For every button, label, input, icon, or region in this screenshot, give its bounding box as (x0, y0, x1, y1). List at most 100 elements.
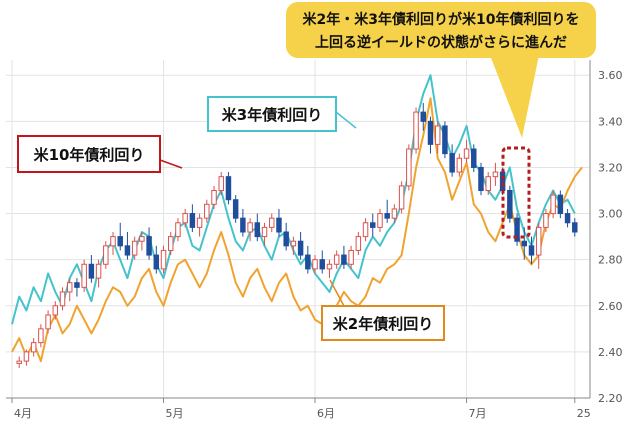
candle (557, 190, 564, 219)
candle-body (153, 254, 160, 270)
y-tick-label: 3.20 (598, 161, 623, 174)
candle-body (406, 148, 412, 187)
candle (521, 227, 528, 260)
candle (442, 121, 448, 159)
callout-top: 米2年・米3年債利回りが米10年債利回りを 上回る逆イールドの状態がさらに進んだ (286, 2, 596, 138)
candle (276, 208, 282, 237)
candle-body (442, 125, 448, 155)
candle (535, 222, 542, 269)
candlestick-series-10y (16, 102, 578, 369)
y-tick-label: 3.00 (598, 208, 623, 221)
candle (153, 245, 160, 274)
candle-body (66, 282, 73, 293)
candle-body (362, 222, 369, 238)
candle-body (377, 213, 383, 228)
candle-body (398, 185, 405, 210)
label-box-3y (207, 96, 337, 132)
candle-body (507, 190, 513, 219)
candle-body (326, 263, 333, 270)
candle (413, 107, 419, 154)
candle-body (59, 291, 66, 307)
leader-line-2y (329, 279, 345, 307)
candle (88, 255, 95, 283)
candle-body (81, 263, 87, 288)
y-axis: 3.60 3.40 3.20 3.00 2.80 2.60 2.40 2.20 (589, 60, 623, 405)
candle-body (204, 203, 210, 219)
x-tick-label: 6月 (317, 407, 335, 420)
candle (124, 232, 131, 260)
candle (196, 213, 203, 237)
candle (23, 349, 30, 366)
candle (218, 172, 224, 196)
y-tick-label: 2.80 (598, 254, 623, 267)
candle-body (456, 157, 463, 173)
candle (95, 259, 102, 288)
candle-body (45, 314, 51, 330)
candle (232, 195, 239, 223)
candle-body (160, 249, 167, 270)
candle-body (211, 190, 217, 205)
candle-body (38, 328, 44, 344)
candle-body (261, 226, 268, 238)
candle-body (88, 263, 95, 279)
label-10y: 米10年債利回り (17, 135, 183, 173)
label-text-2y: 米2年債利回り (333, 315, 433, 333)
candle (182, 208, 188, 228)
candle (463, 139, 470, 163)
x-tick-label: 25 (577, 407, 591, 420)
candle-body (290, 240, 297, 247)
series-line-2y (11, 97, 583, 363)
candle (326, 259, 333, 279)
label-3y: 米3年債利回り (207, 96, 357, 132)
candle-body (528, 245, 535, 256)
candle-body (564, 213, 571, 224)
candle-body (305, 254, 311, 270)
candle-body (283, 231, 289, 247)
candle-body (254, 222, 261, 238)
candle-body (333, 254, 340, 265)
candle (189, 204, 196, 232)
candle (564, 208, 571, 228)
candle-body (23, 351, 30, 362)
candle (167, 232, 174, 256)
candle (146, 227, 152, 260)
candle-body (95, 263, 102, 279)
candle-body (269, 217, 275, 228)
candle-body (543, 213, 549, 228)
candle (485, 172, 491, 196)
candle-body (131, 240, 138, 256)
candle-body (139, 236, 145, 242)
candle-body (146, 236, 152, 256)
candle (297, 232, 304, 260)
highlight-box (501, 146, 531, 239)
candle (45, 310, 51, 334)
candle (59, 287, 66, 311)
callout-box (286, 2, 596, 58)
candle-body (124, 245, 131, 256)
candle (160, 245, 167, 274)
candle (254, 213, 261, 242)
candle-body (370, 222, 376, 228)
leader-line-3y (335, 111, 357, 129)
candle-body (52, 305, 59, 316)
candle (204, 199, 210, 223)
candle-body (348, 249, 354, 265)
candle (507, 185, 513, 223)
candle-body (189, 213, 196, 228)
candle-body (434, 125, 441, 145)
candle (384, 199, 390, 223)
y-tick-label: 2.40 (598, 346, 623, 359)
candle-body (218, 176, 224, 192)
candle (290, 236, 297, 256)
candle-body (355, 236, 362, 251)
candle-body (463, 148, 470, 159)
candle-body (276, 217, 282, 233)
callout-line-1: 米2年・米3年債利回りが米10年債利回りを (303, 11, 580, 28)
candle (319, 250, 325, 274)
candle (16, 356, 22, 369)
leader-line-10y (159, 159, 183, 169)
candle-body (521, 240, 528, 247)
callout-line-2: 上回る逆イールドの状態がさらに進んだ (315, 34, 567, 51)
label-text-10y: 米10年債利回り (34, 146, 145, 164)
